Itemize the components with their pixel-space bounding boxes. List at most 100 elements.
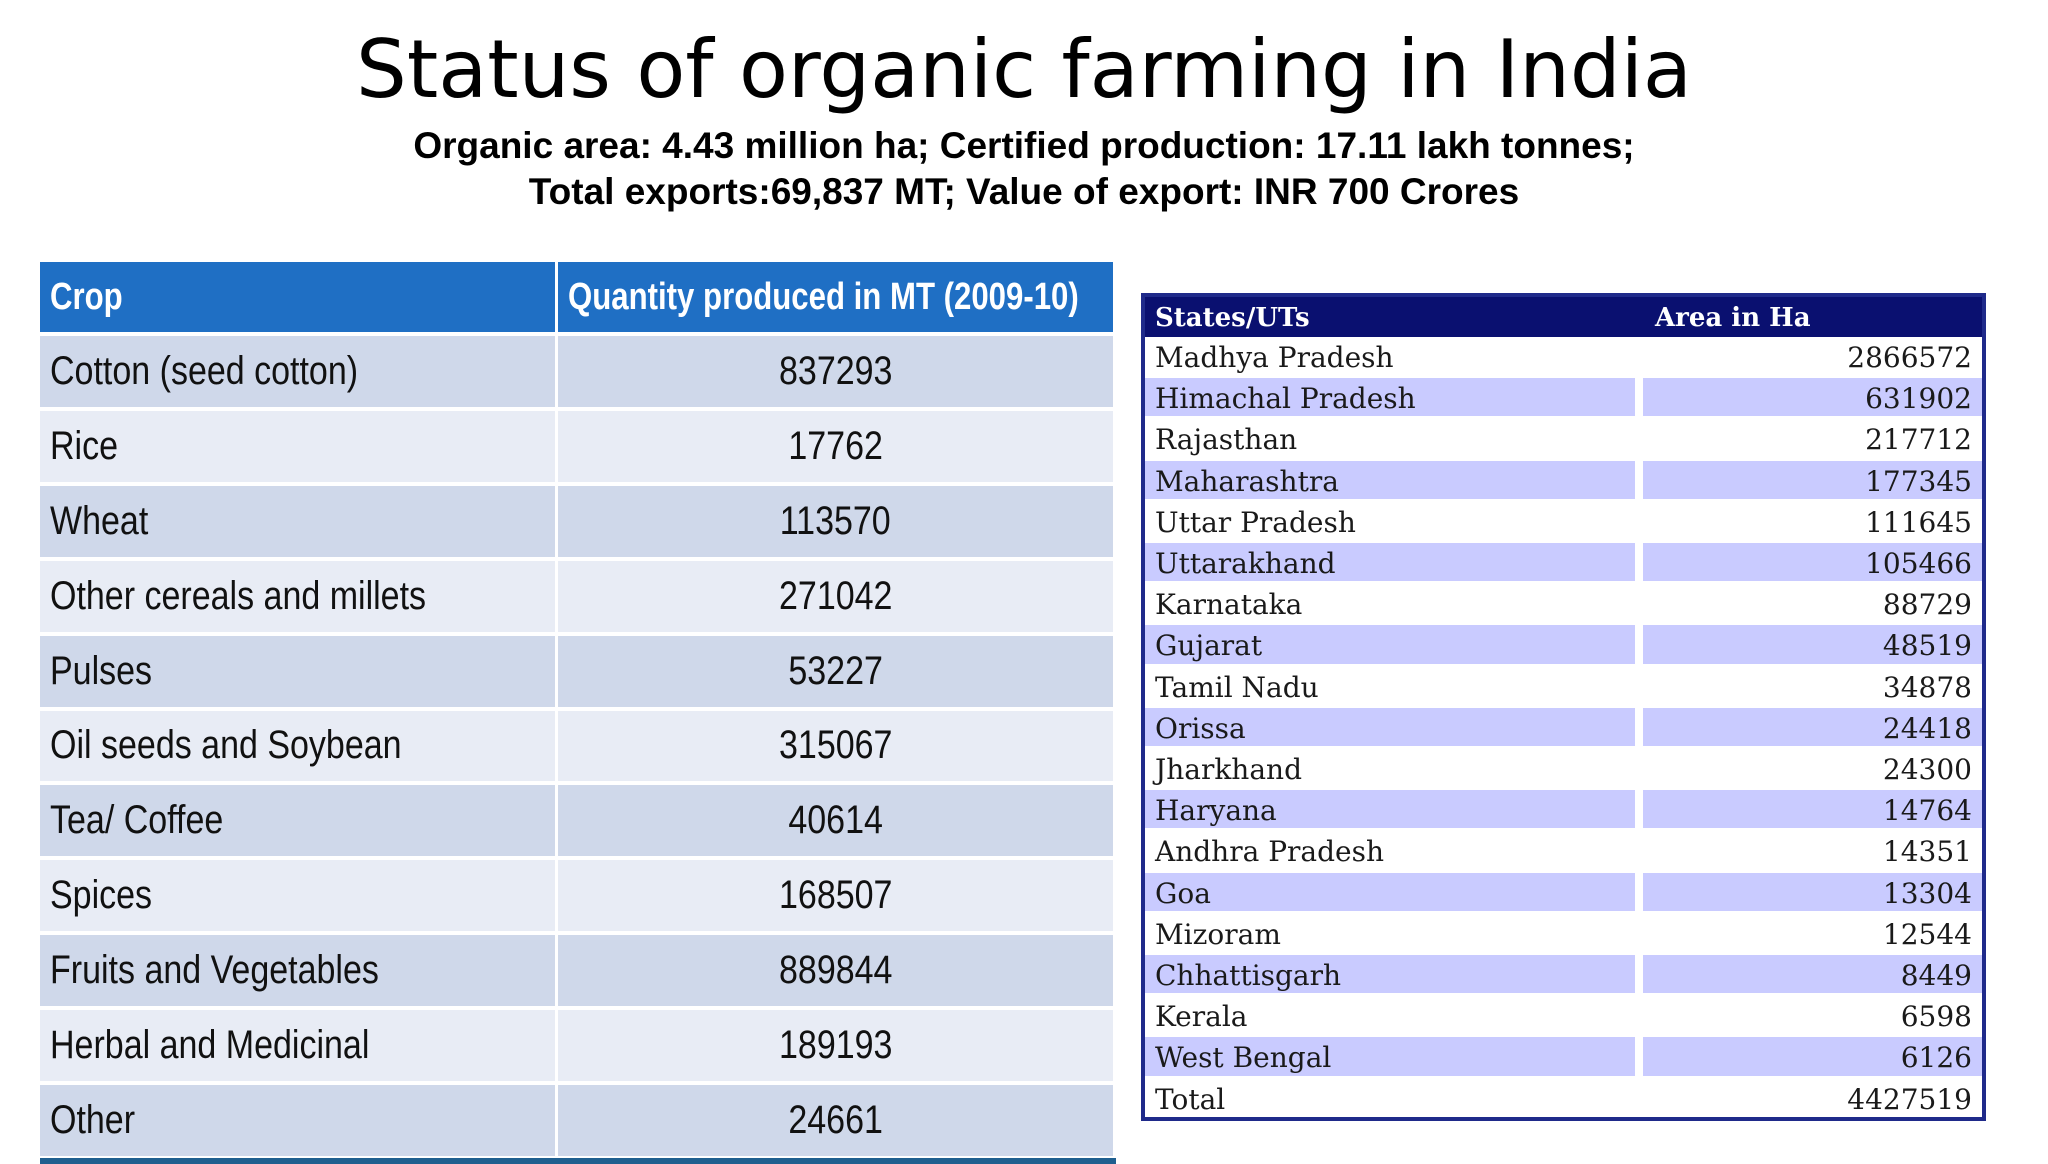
subtitle-line-2: Total exports:69,837 MT; Value of export… — [528, 171, 1520, 212]
state-table-header-row: States/UTs Area in Ha — [1145, 297, 1982, 337]
state-area-cell: 6126 — [1643, 1037, 1982, 1079]
state-header-area: Area in Ha — [1655, 303, 1811, 333]
state-table-row: Tamil Nadu 34878 — [1145, 667, 1982, 708]
crop-table-row: Other 24661 — [40, 1083, 1116, 1160]
state-total-row: Total 4427519 — [1145, 1079, 1982, 1120]
state-name-cell: Himachal Pradesh — [1145, 378, 1635, 420]
crop-quantity-cell: 189193 — [556, 1008, 1116, 1086]
state-table-row: West Bengal 6126 — [1145, 1037, 1982, 1079]
state-table-row: Gujarat 48519 — [1145, 625, 1982, 667]
state-area-cell: 631902 — [1643, 378, 1982, 420]
state-name-cell: Maharashtra — [1145, 460, 1635, 502]
state-name-cell: Orissa — [1145, 707, 1635, 749]
state-name-cell: Chhattisgarh — [1145, 955, 1635, 997]
crop-table-row: Pulses 53227 — [40, 633, 1116, 711]
crop-quantity-cell: 53227 — [556, 633, 1116, 711]
state-table-row: Jharkhand 24300 — [1145, 749, 1982, 790]
state-area-cell: 8449 — [1643, 955, 1982, 997]
state-name-cell: West Bengal — [1145, 1037, 1635, 1079]
state-area-table: States/UTs Area in Ha Madhya Pradesh 2866… — [1141, 293, 1986, 1121]
crop-quantity-cell: 889844 — [556, 933, 1116, 1011]
crop-name-cell: Rice — [40, 408, 558, 486]
state-name-cell: Haryana — [1145, 790, 1635, 832]
crop-header-quantity: Quantity produced in MT (2009-10) — [556, 262, 1116, 336]
crop-name-cell: Fruits and Vegetables — [40, 933, 558, 1011]
state-table-row: Karnataka 88729 — [1145, 584, 1982, 625]
state-area-cell: 24300 — [1882, 753, 1972, 786]
crop-table-row: Rice 17762 — [40, 408, 1116, 486]
state-table-row: Orissa 24418 — [1145, 707, 1982, 749]
state-table-row: Madhya Pradesh 2866572 — [1145, 337, 1982, 378]
state-area-cell: 6598 — [1900, 1000, 1972, 1034]
state-name-cell: Karnataka — [1155, 588, 1303, 622]
crop-quantity-cell: 113570 — [556, 483, 1116, 561]
state-total-value: 4427519 — [1847, 1082, 1972, 1116]
crop-header-crop: Crop — [40, 262, 558, 336]
state-table-row: Uttarakhand 105466 — [1145, 543, 1982, 585]
crop-quantity-cell: 17762 — [556, 408, 1116, 486]
crop-name-cell: Other cereals and millets — [40, 558, 558, 636]
crop-name-cell: Herbal and Medicinal — [40, 1008, 558, 1086]
state-name-cell: Mizoram — [1155, 917, 1281, 951]
state-table-row: Haryana 14764 — [1145, 790, 1982, 832]
state-area-cell: 14764 — [1643, 790, 1982, 832]
crop-name-cell: Wheat — [40, 483, 558, 561]
crop-table-bottom-bar — [40, 1158, 1116, 1164]
crop-quantity-cell: 271042 — [556, 558, 1116, 636]
state-name-cell: Madhya Pradesh — [1155, 341, 1394, 374]
state-table-row: Andhra Pradesh 14351 — [1145, 831, 1982, 872]
crop-quantity-cell: 168507 — [556, 858, 1116, 936]
crop-name-cell: Spices — [40, 858, 558, 936]
state-table-row: Mizoram 12544 — [1145, 914, 1982, 955]
crop-table-row: Spices 168507 — [40, 858, 1116, 936]
crop-table-row: Tea/ Coffee 40614 — [40, 783, 1116, 861]
state-table-row: Chhattisgarh 8449 — [1145, 955, 1982, 997]
crop-table-row: Oil seeds and Soybean 315067 — [40, 708, 1116, 786]
state-name-cell: Andhra Pradesh — [1155, 835, 1385, 869]
state-name-cell: Gujarat — [1145, 625, 1635, 667]
crop-name-cell: Cotton (seed cotton) — [40, 334, 558, 411]
crop-table-row: Cotton (seed cotton) 837293 — [40, 334, 1116, 411]
state-name-cell: Tamil Nadu — [1155, 670, 1319, 704]
state-table-row: Himachal Pradesh 631902 — [1145, 378, 1982, 420]
state-area-cell: 24418 — [1643, 707, 1982, 749]
crop-table-row: Fruits and Vegetables 889844 — [40, 933, 1116, 1011]
subtitle-line-1: Organic area: 4.43 million ha; Certified… — [413, 125, 1635, 166]
state-area-cell: 48519 — [1643, 625, 1982, 667]
crop-name-cell: Oil seeds and Soybean — [40, 708, 558, 786]
crop-quantity-cell: 24661 — [556, 1083, 1116, 1160]
state-table-row: Goa 13304 — [1145, 872, 1982, 914]
state-table-row: Kerala 6598 — [1145, 996, 1982, 1037]
state-area-cell: 34878 — [1882, 670, 1972, 704]
state-name-cell: Jharkhand — [1155, 753, 1302, 786]
state-area-cell: 177345 — [1643, 460, 1982, 502]
state-total-label: Total — [1155, 1082, 1226, 1116]
crop-quantity-cell: 40614 — [556, 783, 1116, 861]
state-name-cell: Rajasthan — [1155, 423, 1298, 457]
crop-table-row: Other cereals and millets 271042 — [40, 558, 1116, 636]
crop-quantity-cell: 315067 — [556, 708, 1116, 786]
state-header-states: States/UTs — [1155, 303, 1310, 333]
state-name-cell: Uttar Pradesh — [1155, 505, 1356, 539]
crop-name-cell: Tea/ Coffee — [40, 783, 558, 861]
crop-name-cell: Other — [40, 1083, 558, 1160]
state-area-cell: 88729 — [1882, 588, 1972, 622]
state-area-cell: 105466 — [1643, 543, 1982, 585]
crop-name-cell: Pulses — [40, 633, 558, 711]
crop-table-row: Herbal and Medicinal 189193 — [40, 1008, 1116, 1086]
state-name-cell: Uttarakhand — [1145, 543, 1635, 585]
state-table-row: Maharashtra 177345 — [1145, 460, 1982, 502]
state-area-cell: 12544 — [1882, 917, 1972, 951]
state-area-cell: 14351 — [1882, 835, 1972, 869]
crop-production-table: Crop Quantity produced in MT (2009-10) C… — [40, 262, 1116, 1160]
state-area-cell: 2866572 — [1847, 341, 1972, 374]
state-table-row: Rajasthan 217712 — [1145, 419, 1982, 460]
crop-quantity-cell: 837293 — [556, 334, 1116, 411]
state-area-cell: 217712 — [1865, 423, 1972, 457]
state-name-cell: Goa — [1145, 872, 1635, 914]
state-area-cell: 13304 — [1643, 872, 1982, 914]
crop-table-row: Wheat 113570 — [40, 483, 1116, 561]
state-table-row: Uttar Pradesh 111645 — [1145, 502, 1982, 543]
state-area-cell: 111645 — [1865, 505, 1972, 539]
slide-title: Status of organic farming in India — [356, 23, 1692, 116]
